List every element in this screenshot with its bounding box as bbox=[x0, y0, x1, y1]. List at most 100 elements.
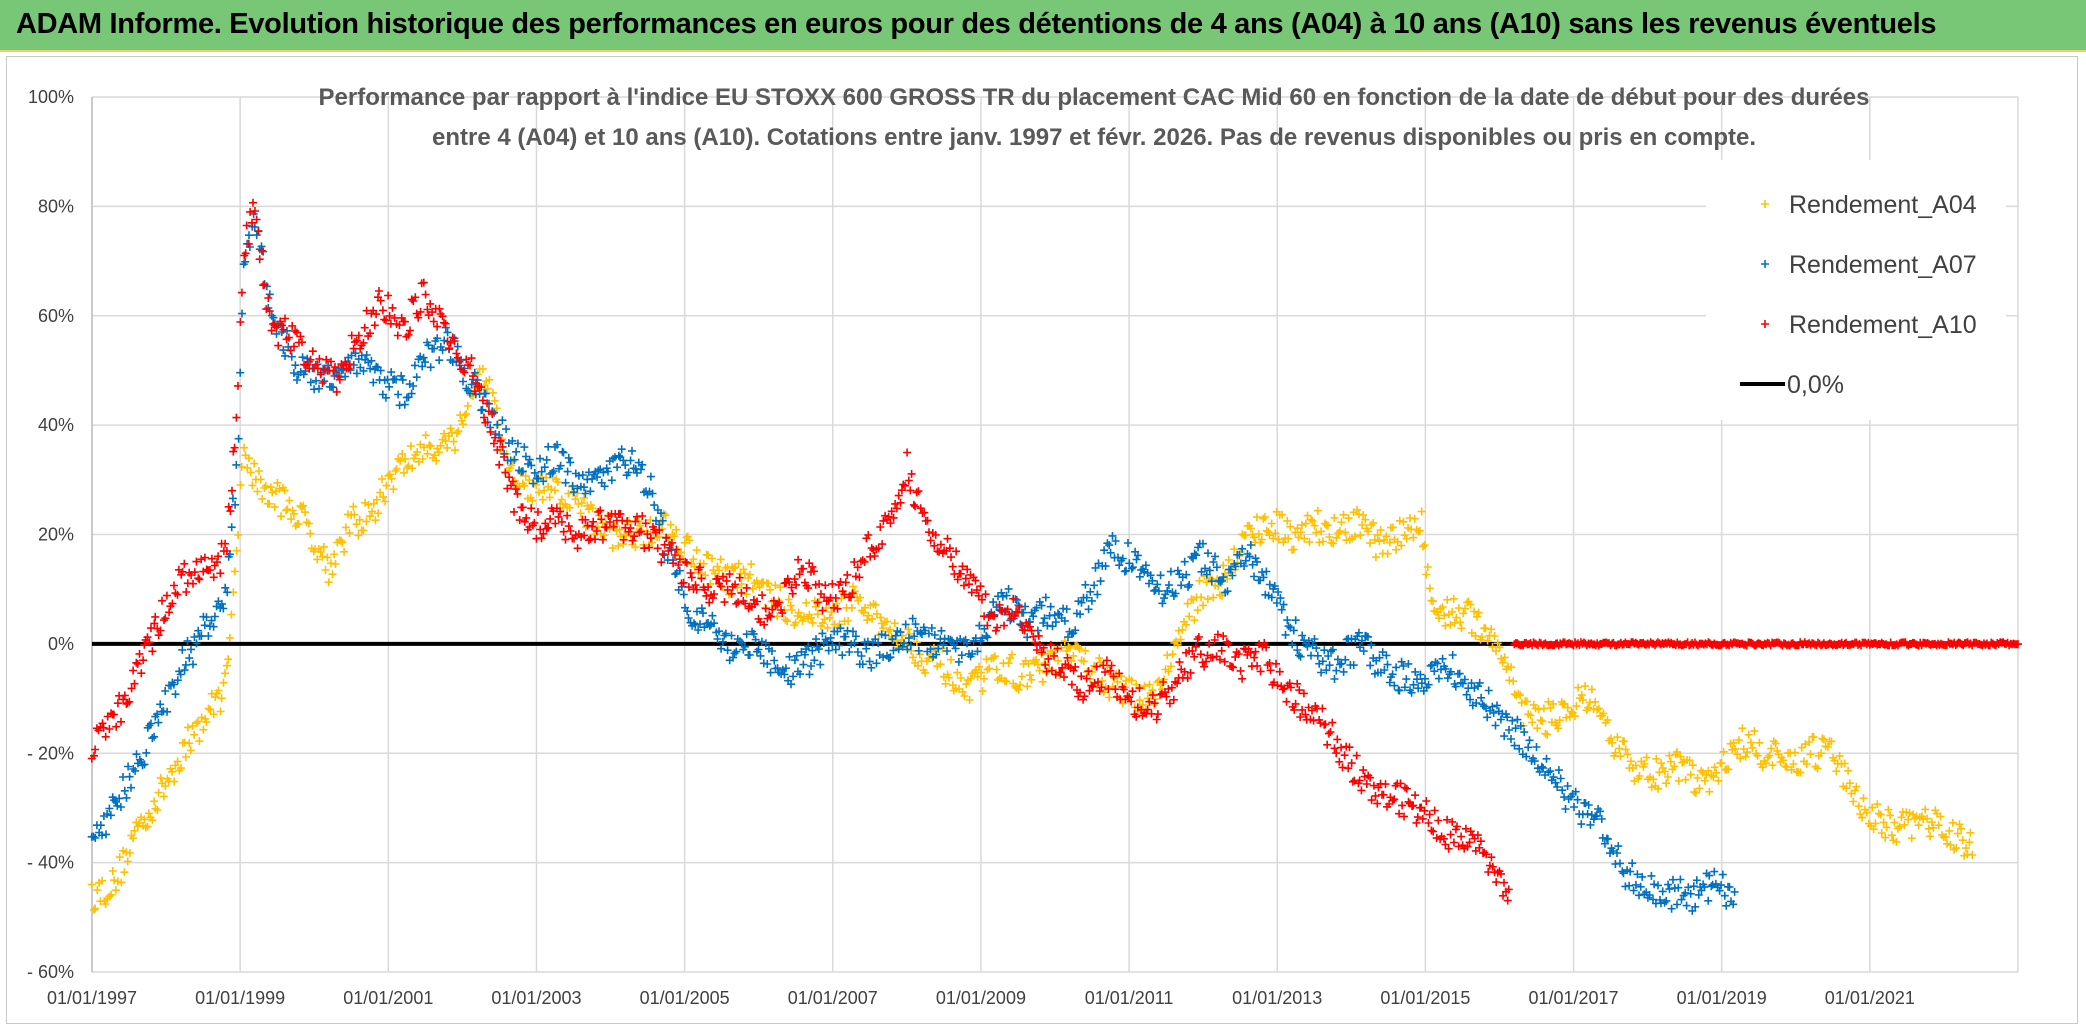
data-point bbox=[1216, 577, 1225, 586]
data-point bbox=[1220, 657, 1229, 666]
data-point bbox=[1782, 763, 1791, 772]
data-point bbox=[110, 876, 119, 885]
data-point bbox=[1874, 809, 1883, 818]
data-point bbox=[956, 569, 965, 578]
data-point bbox=[105, 804, 114, 813]
data-point bbox=[1359, 511, 1368, 520]
data-point bbox=[920, 508, 929, 517]
data-point bbox=[1858, 813, 1867, 822]
data-point bbox=[478, 405, 487, 414]
data-point bbox=[1013, 608, 1022, 617]
data-point bbox=[542, 455, 551, 464]
data-point bbox=[667, 538, 676, 547]
data-point bbox=[716, 582, 725, 591]
data-point bbox=[904, 476, 913, 485]
data-point bbox=[255, 467, 263, 475]
data-point bbox=[1471, 631, 1480, 640]
data-point bbox=[173, 676, 182, 685]
data-point bbox=[117, 878, 126, 887]
data-point bbox=[1549, 773, 1558, 782]
series-Rendement_A07 bbox=[87, 209, 1739, 915]
data-point bbox=[599, 468, 608, 477]
data-point bbox=[111, 886, 120, 895]
data-point bbox=[1296, 713, 1305, 721]
legend-marker bbox=[1761, 260, 1769, 268]
data-point bbox=[672, 545, 681, 554]
data-point bbox=[127, 783, 135, 792]
data-point bbox=[799, 660, 808, 669]
x-tick-label: 01/01/1997 bbox=[47, 988, 137, 1008]
data-point bbox=[1400, 683, 1409, 692]
data-point bbox=[813, 610, 822, 619]
data-point bbox=[598, 535, 607, 544]
data-point bbox=[1747, 738, 1755, 747]
data-point bbox=[1522, 697, 1531, 706]
data-point bbox=[148, 734, 157, 743]
data-point bbox=[1549, 699, 1558, 708]
data-point bbox=[1038, 677, 1047, 686]
data-point bbox=[1012, 596, 1021, 604]
data-point bbox=[1224, 555, 1233, 564]
data-point bbox=[453, 353, 462, 362]
data-point bbox=[786, 601, 795, 610]
data-point bbox=[501, 468, 510, 477]
data-point bbox=[145, 638, 154, 647]
data-point bbox=[1288, 640, 1297, 649]
y-tick-label: 0% bbox=[48, 634, 74, 654]
data-point bbox=[1267, 593, 1276, 602]
data-point bbox=[512, 447, 521, 456]
data-point bbox=[1322, 666, 1331, 675]
data-point bbox=[1367, 640, 1376, 649]
data-point bbox=[734, 559, 743, 568]
data-point bbox=[1080, 692, 1089, 701]
data-point bbox=[1657, 759, 1666, 768]
data-point bbox=[90, 905, 98, 914]
data-point bbox=[831, 594, 840, 602]
data-point bbox=[900, 639, 908, 648]
data-point bbox=[1084, 605, 1093, 614]
data-point bbox=[178, 567, 187, 576]
data-point bbox=[1158, 599, 1167, 608]
data-point bbox=[799, 564, 808, 573]
data-point bbox=[1054, 656, 1062, 665]
data-point bbox=[1383, 660, 1392, 669]
data-point bbox=[266, 483, 275, 492]
data-point bbox=[520, 481, 529, 490]
data-point bbox=[607, 476, 616, 485]
data-point bbox=[1649, 775, 1658, 784]
data-point bbox=[1046, 602, 1055, 611]
data-point bbox=[699, 609, 707, 618]
data-point bbox=[804, 584, 813, 593]
data-point bbox=[792, 580, 801, 589]
data-point bbox=[1533, 724, 1542, 733]
data-point bbox=[537, 467, 546, 476]
data-point bbox=[1087, 596, 1096, 605]
data-point bbox=[943, 647, 951, 655]
data-point bbox=[1328, 718, 1337, 727]
data-point bbox=[192, 557, 201, 566]
data-point bbox=[840, 590, 849, 599]
data-point bbox=[742, 630, 751, 639]
data-point bbox=[1246, 524, 1255, 533]
data-point bbox=[978, 595, 986, 604]
data-point bbox=[1446, 667, 1455, 676]
data-point bbox=[1260, 638, 1269, 647]
data-point bbox=[513, 439, 522, 448]
data-point bbox=[713, 574, 722, 583]
data-point bbox=[1691, 789, 1700, 797]
data-point bbox=[838, 651, 847, 660]
data-point bbox=[989, 654, 998, 662]
data-point bbox=[470, 387, 479, 396]
data-point bbox=[1337, 743, 1346, 752]
data-point bbox=[1301, 710, 1310, 719]
data-point bbox=[886, 519, 895, 528]
data-point bbox=[1538, 717, 1547, 726]
data-point bbox=[1631, 761, 1640, 770]
data-point bbox=[200, 553, 209, 562]
data-point bbox=[1023, 682, 1032, 691]
data-point bbox=[1455, 669, 1464, 678]
data-point bbox=[1101, 562, 1110, 571]
data-point bbox=[1328, 645, 1337, 654]
data-point bbox=[1002, 591, 1011, 600]
data-point bbox=[1424, 819, 1433, 827]
